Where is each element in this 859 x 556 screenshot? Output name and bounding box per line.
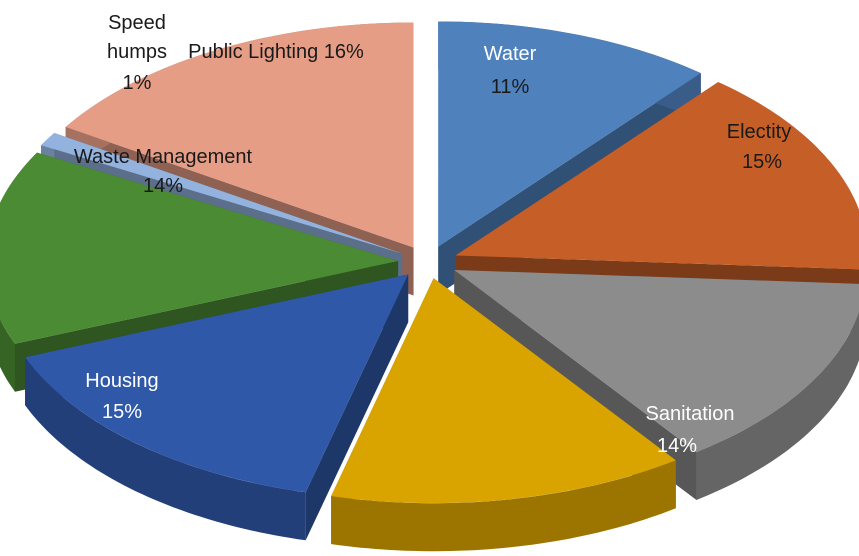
label-sanitation-pct: 14% xyxy=(657,435,697,457)
label-sanitation-name: Sanitation xyxy=(646,403,735,425)
pie-slice-top xyxy=(65,22,414,248)
pie-slice-top xyxy=(438,21,701,247)
label-speed-pct: 1% xyxy=(123,72,152,94)
label-waste-name: Waste Management xyxy=(74,146,253,168)
label-speed-line1: Speed xyxy=(108,12,166,34)
pie-slice-side xyxy=(331,460,676,552)
pie-slice-top xyxy=(454,269,859,452)
pie-slice-side xyxy=(696,312,859,500)
label-housing-pct: 15% xyxy=(102,401,142,423)
pie-slice-top xyxy=(455,82,859,270)
pie-slice-top xyxy=(25,274,409,493)
pie-slices xyxy=(0,21,859,552)
pie-slice-side xyxy=(25,357,306,541)
data-labels: Water 11% Electity 15% Sanitation 14% Ho… xyxy=(74,12,791,457)
pie-slice-top xyxy=(331,278,676,504)
label-electity-pct: 15% xyxy=(742,151,782,173)
label-housing-name: Housing xyxy=(85,370,158,392)
label-electity-name: Electity xyxy=(727,121,791,143)
pie-slice-unlabeled xyxy=(331,278,676,552)
label-water-pct: 11% xyxy=(491,76,530,98)
label-lighting: Public Lighting 16% xyxy=(188,41,364,63)
label-waste-pct: 14% xyxy=(143,175,183,197)
label-speed-line2: humps xyxy=(107,41,167,63)
pie-slice-wall xyxy=(305,274,409,541)
label-water-name: Water xyxy=(484,43,537,65)
pie-slice-top xyxy=(0,152,399,344)
pie-slice-top xyxy=(41,133,403,254)
pie-slice-housing xyxy=(25,274,409,541)
